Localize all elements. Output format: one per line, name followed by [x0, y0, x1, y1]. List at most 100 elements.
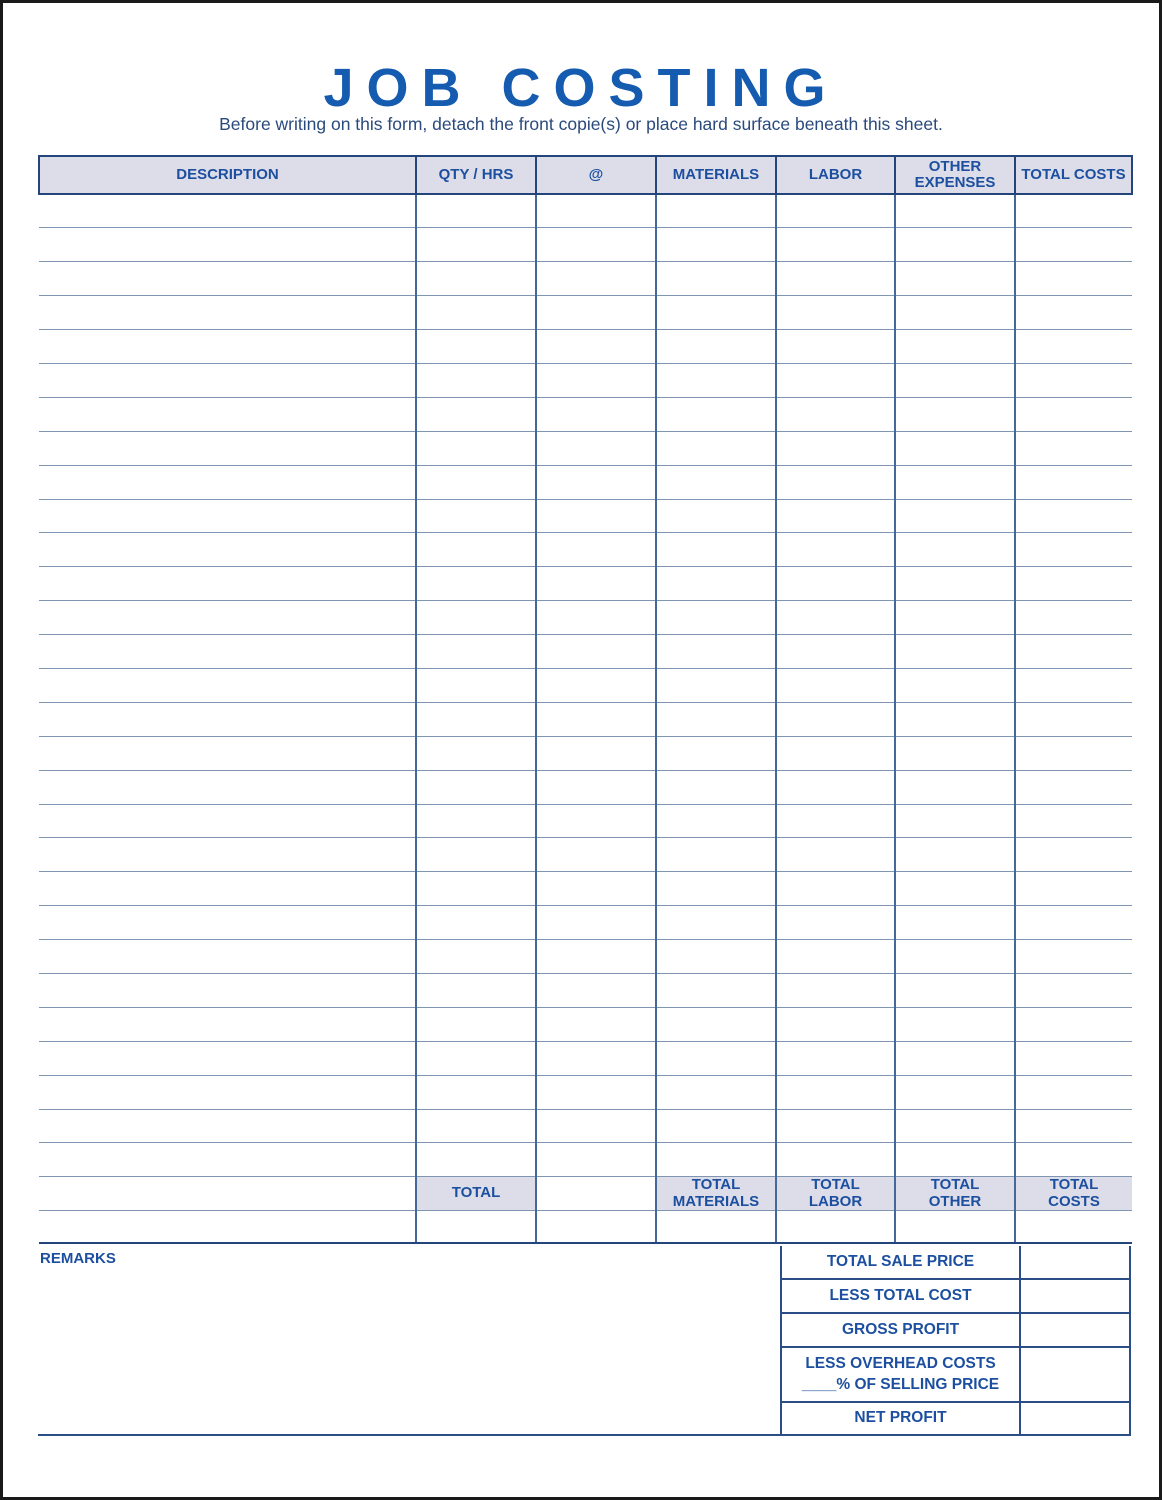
total-value-cell-other-expenses[interactable] [895, 1210, 1016, 1245]
entry-cell-qty-hrs[interactable] [416, 871, 537, 907]
entry-cell-labor[interactable] [776, 363, 896, 398]
entry-cell-description[interactable] [39, 770, 417, 805]
total-value-cell-materials[interactable] [656, 1210, 777, 1245]
entry-cell-qty-hrs[interactable] [416, 329, 537, 364]
entry-cell-qty-hrs[interactable] [416, 600, 537, 636]
entry-cell-at[interactable] [536, 499, 657, 534]
entry-cell-at[interactable] [536, 566, 657, 602]
entry-cell-materials[interactable] [656, 905, 777, 941]
entry-cell-description[interactable] [39, 634, 417, 669]
totals-blank-cell-description[interactable] [39, 1176, 417, 1211]
entry-cell-other-expenses[interactable] [895, 566, 1016, 602]
entry-cell-qty-hrs[interactable] [416, 1075, 537, 1110]
entry-cell-labor[interactable] [776, 1109, 896, 1144]
entry-cell-description[interactable] [39, 939, 417, 974]
remarks-area[interactable] [38, 1246, 778, 1434]
entry-cell-other-expenses[interactable] [895, 1109, 1016, 1144]
entry-cell-other-expenses[interactable] [895, 736, 1016, 771]
entry-cell-other-expenses[interactable] [895, 227, 1016, 263]
entry-cell-description[interactable] [39, 261, 417, 297]
entry-cell-labor[interactable] [776, 600, 896, 636]
entry-cell-labor[interactable] [776, 837, 896, 873]
entry-cell-total-costs[interactable] [1015, 871, 1132, 907]
entry-cell-qty-hrs[interactable] [416, 1142, 537, 1178]
entry-cell-qty-hrs[interactable] [416, 194, 537, 229]
entry-cell-other-expenses[interactable] [895, 465, 1016, 500]
entry-cell-other-expenses[interactable] [895, 532, 1016, 568]
entry-cell-at[interactable] [536, 1075, 657, 1110]
entry-cell-other-expenses[interactable] [895, 329, 1016, 364]
entry-cell-materials[interactable] [656, 566, 777, 602]
entry-cell-other-expenses[interactable] [895, 634, 1016, 669]
entry-cell-labor[interactable] [776, 668, 896, 703]
entry-cell-at[interactable] [536, 634, 657, 669]
entry-cell-qty-hrs[interactable] [416, 668, 537, 703]
entry-cell-description[interactable] [39, 1109, 417, 1144]
total-value-cell-description[interactable] [39, 1210, 417, 1245]
entry-cell-at[interactable] [536, 261, 657, 297]
entry-cell-qty-hrs[interactable] [416, 261, 537, 297]
entry-cell-qty-hrs[interactable] [416, 1007, 537, 1042]
entry-cell-description[interactable] [39, 600, 417, 636]
entry-cell-labor[interactable] [776, 499, 896, 534]
entry-cell-qty-hrs[interactable] [416, 804, 537, 839]
entry-cell-other-expenses[interactable] [895, 261, 1016, 297]
entry-cell-description[interactable] [39, 668, 417, 703]
entry-cell-total-costs[interactable] [1015, 431, 1132, 466]
entry-cell-materials[interactable] [656, 1007, 777, 1042]
entry-cell-at[interactable] [536, 939, 657, 974]
entry-cell-materials[interactable] [656, 295, 777, 331]
entry-cell-description[interactable] [39, 295, 417, 331]
entry-cell-other-expenses[interactable] [895, 973, 1016, 1008]
entry-cell-materials[interactable] [656, 397, 777, 432]
entry-cell-labor[interactable] [776, 1075, 896, 1110]
entry-cell-total-costs[interactable] [1015, 295, 1132, 331]
entry-cell-at[interactable] [536, 532, 657, 568]
entry-cell-qty-hrs[interactable] [416, 532, 537, 568]
entry-cell-total-costs[interactable] [1015, 804, 1132, 839]
entry-cell-description[interactable] [39, 804, 417, 839]
entry-cell-labor[interactable] [776, 973, 896, 1008]
entry-cell-at[interactable] [536, 1109, 657, 1144]
entry-cell-description[interactable] [39, 973, 417, 1008]
entry-cell-materials[interactable] [656, 736, 777, 771]
entry-cell-labor[interactable] [776, 770, 896, 805]
entry-cell-at[interactable] [536, 973, 657, 1008]
summary-value-net-profit[interactable] [1021, 1403, 1131, 1434]
entry-cell-qty-hrs[interactable] [416, 634, 537, 669]
entry-cell-other-expenses[interactable] [895, 397, 1016, 432]
entry-cell-materials[interactable] [656, 1142, 777, 1178]
entry-cell-other-expenses[interactable] [895, 905, 1016, 941]
entry-cell-qty-hrs[interactable] [416, 1109, 537, 1144]
entry-cell-labor[interactable] [776, 431, 896, 466]
totals-blank-cell-at[interactable] [536, 1176, 657, 1211]
entry-cell-labor[interactable] [776, 532, 896, 568]
entry-cell-total-costs[interactable] [1015, 465, 1132, 500]
entry-cell-description[interactable] [39, 1007, 417, 1042]
entry-cell-materials[interactable] [656, 363, 777, 398]
summary-value-gross-profit[interactable] [1021, 1314, 1131, 1346]
entry-cell-total-costs[interactable] [1015, 668, 1132, 703]
entry-cell-total-costs[interactable] [1015, 566, 1132, 602]
entry-cell-total-costs[interactable] [1015, 499, 1132, 534]
entry-cell-labor[interactable] [776, 397, 896, 432]
entry-cell-total-costs[interactable] [1015, 532, 1132, 568]
entry-cell-other-expenses[interactable] [895, 363, 1016, 398]
entry-cell-qty-hrs[interactable] [416, 736, 537, 771]
entry-cell-description[interactable] [39, 566, 417, 602]
total-value-cell-at[interactable] [536, 1210, 657, 1245]
entry-cell-description[interactable] [39, 227, 417, 263]
entry-cell-at[interactable] [536, 397, 657, 432]
entry-cell-total-costs[interactable] [1015, 702, 1132, 737]
entry-cell-other-expenses[interactable] [895, 499, 1016, 534]
entry-cell-total-costs[interactable] [1015, 363, 1132, 398]
entry-cell-materials[interactable] [656, 939, 777, 974]
entry-cell-description[interactable] [39, 905, 417, 941]
entry-cell-labor[interactable] [776, 295, 896, 331]
entry-cell-total-costs[interactable] [1015, 634, 1132, 669]
entry-cell-labor[interactable] [776, 194, 896, 229]
entry-cell-labor[interactable] [776, 871, 896, 907]
entry-cell-description[interactable] [39, 871, 417, 907]
entry-cell-other-expenses[interactable] [895, 431, 1016, 466]
entry-cell-at[interactable] [536, 837, 657, 873]
